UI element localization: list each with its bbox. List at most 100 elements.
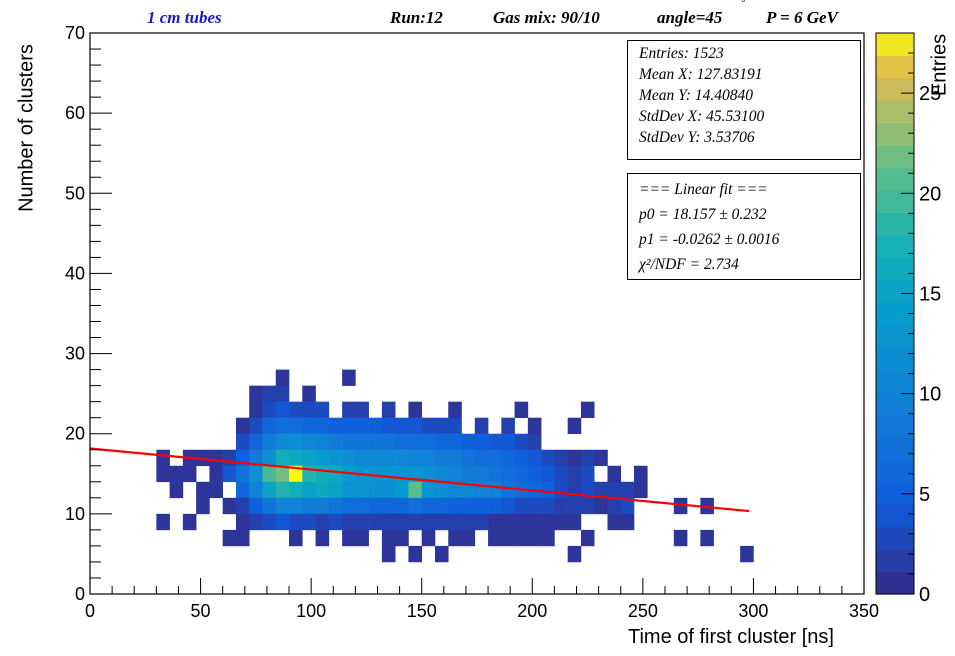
histogram-bin xyxy=(342,497,356,515)
histogram-bin xyxy=(249,417,263,435)
histogram-bin xyxy=(434,417,449,435)
histogram-bin xyxy=(381,529,396,547)
histogram-bin xyxy=(474,497,489,515)
histogram-bin xyxy=(607,481,622,499)
histogram-bin xyxy=(488,497,502,515)
histogram-bin xyxy=(342,513,356,531)
palette-swatch xyxy=(876,122,914,146)
palette-swatch xyxy=(876,549,914,573)
histogram-bin xyxy=(328,497,343,515)
histogram-bin xyxy=(275,465,290,483)
x-axis: 0 50 100 150 200 250 300 350 xyxy=(85,578,879,621)
histogram-bin xyxy=(289,465,303,483)
histogram-bin xyxy=(673,529,688,547)
histogram-bin xyxy=(567,449,582,467)
palette-swatch xyxy=(876,33,914,57)
histogram-bin xyxy=(580,401,595,418)
z-tick-label: 10 xyxy=(919,384,941,406)
histogram-bin xyxy=(395,497,409,515)
x-tick-label: 300 xyxy=(738,601,768,621)
histogram-bin xyxy=(262,385,277,402)
histogram-bin xyxy=(262,433,277,451)
y-tick-label: 50 xyxy=(65,183,85,203)
histogram-bin xyxy=(488,449,502,467)
x-tick-label: 350 xyxy=(849,601,879,621)
histogram-bin xyxy=(342,417,356,435)
histogram-bin xyxy=(554,449,568,467)
histogram-bin xyxy=(395,433,409,451)
histogram-bin xyxy=(368,481,383,499)
histogram-bin xyxy=(315,401,330,418)
histogram-bin xyxy=(222,497,237,515)
histogram-bin xyxy=(395,449,409,467)
fit-line xyxy=(89,447,750,513)
histogram-bin xyxy=(434,513,449,531)
y-tick-label: 70 xyxy=(65,23,85,43)
histogram-bin xyxy=(448,433,462,451)
histogram-bin xyxy=(501,529,515,547)
histogram-bin xyxy=(501,449,515,467)
histogram-bin xyxy=(262,465,277,483)
z-tick-label: 0 xyxy=(919,584,930,606)
histogram-bin xyxy=(408,513,423,531)
histogram-bin xyxy=(421,449,436,467)
histogram-bin xyxy=(408,433,423,451)
histogram-bin xyxy=(554,513,568,531)
palette-swatch xyxy=(876,167,914,191)
histogram-bin xyxy=(368,417,383,435)
histogram-bin xyxy=(514,529,529,547)
histogram-bin xyxy=(196,497,210,515)
y-tick-label: 0 xyxy=(75,584,85,604)
histogram-bin xyxy=(554,497,568,515)
histogram-bin xyxy=(461,465,476,483)
z-tick-label: 25 xyxy=(919,83,941,105)
histogram-bin xyxy=(156,465,170,483)
y-tick-label: 20 xyxy=(65,424,85,444)
histogram-bin xyxy=(514,401,529,418)
histogram-bin xyxy=(302,417,316,435)
histogram-bin xyxy=(448,529,462,547)
histogram-bin xyxy=(209,465,223,483)
histogram-bin xyxy=(381,545,396,563)
z-axis-label: Entries xyxy=(928,33,951,97)
histogram-bin xyxy=(567,465,582,483)
histogram-bin xyxy=(289,497,303,515)
histogram-bin xyxy=(209,481,223,499)
histogram-bin xyxy=(434,465,449,483)
histogram-bin xyxy=(289,481,303,499)
histogram-bin xyxy=(488,433,502,451)
histogram-bin xyxy=(182,465,197,483)
y-axis-label: Number of clusters xyxy=(15,44,38,212)
histogram-bin xyxy=(328,465,343,483)
histogram-bin xyxy=(421,481,436,499)
histogram-bin xyxy=(501,481,515,499)
histogram-bin xyxy=(541,497,555,515)
histogram-bin xyxy=(262,497,277,515)
palette-swatch xyxy=(876,571,914,595)
histogram-bin xyxy=(461,497,476,515)
y-tick-label: 40 xyxy=(65,263,85,283)
histogram-bin xyxy=(580,465,595,483)
histogram-bin xyxy=(315,481,330,499)
histogram-bin xyxy=(461,529,476,547)
fit-box: === Linear fit === p0 = 18.157 ± 0.232 p… xyxy=(627,173,861,280)
histogram-bin xyxy=(408,401,423,418)
histogram-bin xyxy=(607,465,622,483)
histogram-bin xyxy=(262,481,277,499)
histogram-bin xyxy=(527,433,542,451)
palette-swatch xyxy=(876,55,914,79)
histogram-bin xyxy=(408,497,423,515)
histogram-bin xyxy=(355,433,369,451)
palette-swatch xyxy=(876,481,914,505)
histogram-bin xyxy=(514,449,529,467)
histogram-bin xyxy=(355,401,369,418)
histogram-bin xyxy=(527,497,542,515)
histogram-bin xyxy=(448,513,462,531)
histogram-bin xyxy=(315,417,330,435)
y-tick-label: 30 xyxy=(65,344,85,364)
histogram-bin xyxy=(461,449,476,467)
histogram-bin xyxy=(554,465,568,483)
palette-swatch xyxy=(876,392,914,416)
palette-swatch xyxy=(876,324,914,348)
